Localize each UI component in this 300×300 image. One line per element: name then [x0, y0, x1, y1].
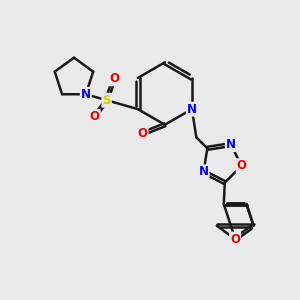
Text: N: N: [187, 103, 197, 116]
Text: O: O: [138, 127, 148, 140]
Text: O: O: [109, 72, 119, 85]
Text: N: N: [226, 138, 236, 151]
Text: N: N: [81, 88, 91, 101]
Text: S: S: [102, 94, 111, 107]
Text: O: O: [90, 110, 100, 123]
Text: N: N: [199, 165, 208, 178]
Text: O: O: [230, 232, 240, 246]
Text: O: O: [237, 159, 247, 172]
